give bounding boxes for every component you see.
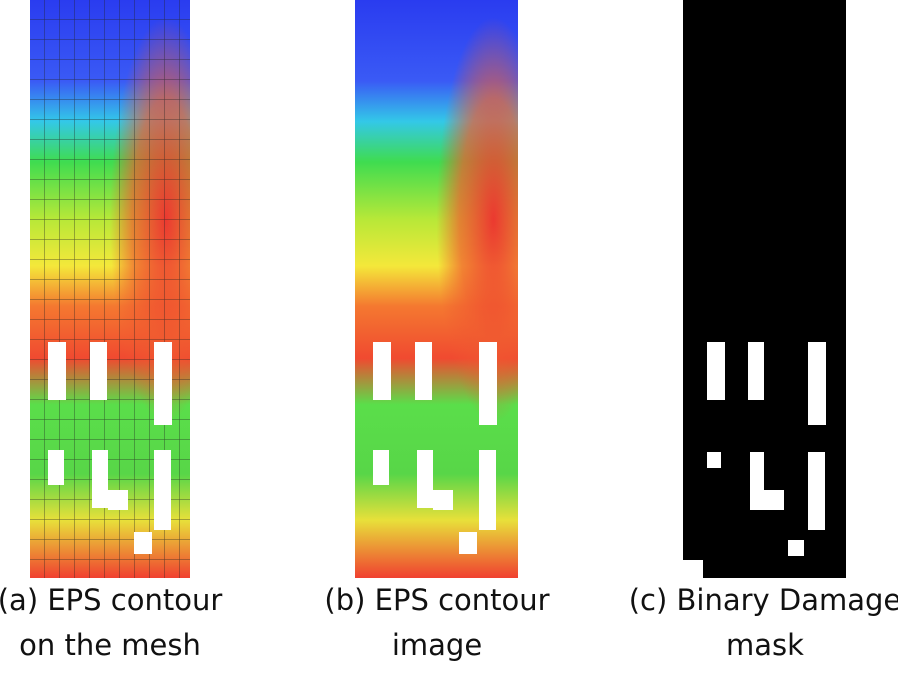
panel: (c) Binary Damage mask [629,0,898,662]
damage-region [683,560,703,578]
damage-region [748,342,764,400]
damage-region [788,540,804,556]
damage-region [750,452,764,510]
hole [373,342,391,400]
hole [92,450,108,508]
hole [459,532,477,554]
caption: (c) Binary Damage [629,583,898,617]
damage-region [808,342,826,425]
hole [415,342,432,400]
hole [417,450,433,508]
damage-region [808,452,825,530]
hole [479,450,496,530]
damage-region [764,490,784,510]
hole [90,342,107,400]
panel: (a) EPS contour on the mesh [0,0,222,662]
hole [433,490,453,510]
hole [154,450,171,530]
panel: (b) EPS contour image [324,0,550,662]
caption: (b) EPS contour [324,583,549,617]
hole [48,342,66,400]
hole [154,342,172,425]
caption: on the mesh [19,628,201,662]
hole [479,342,497,425]
caption: mask [726,628,804,662]
damage-region [707,452,721,468]
caption: image [392,628,482,662]
hole [134,532,152,554]
caption: (a) EPS contour [0,583,222,617]
hole [108,490,128,510]
damage-region [707,342,725,400]
hole [373,450,389,485]
hole [48,450,64,485]
